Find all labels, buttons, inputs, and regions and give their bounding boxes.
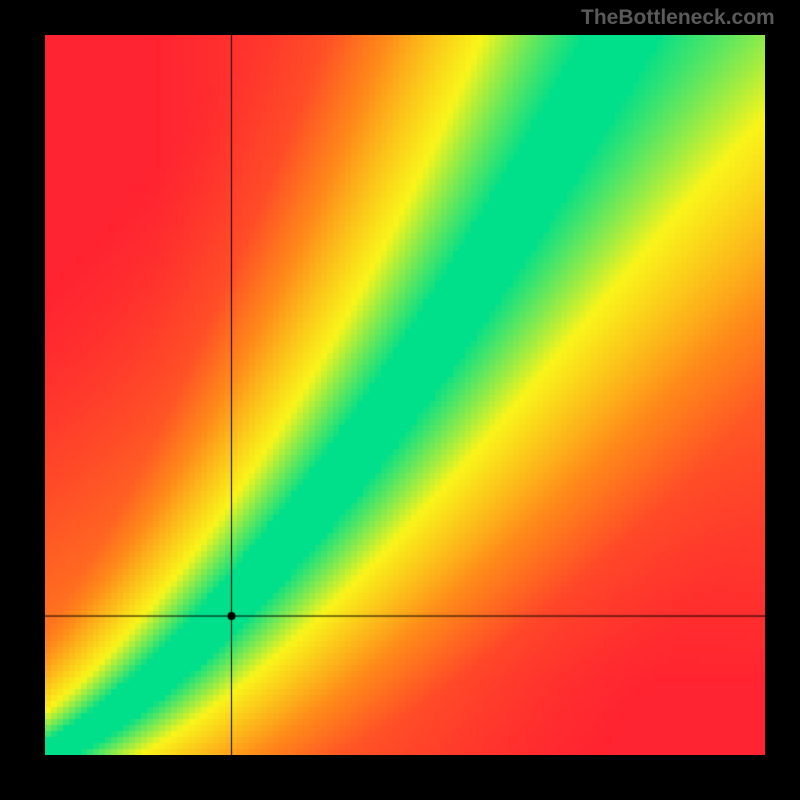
chart-frame [45, 35, 765, 755]
watermark-text: TheBottleneck.com [581, 6, 775, 30]
bottleneck-heatmap [45, 35, 765, 755]
